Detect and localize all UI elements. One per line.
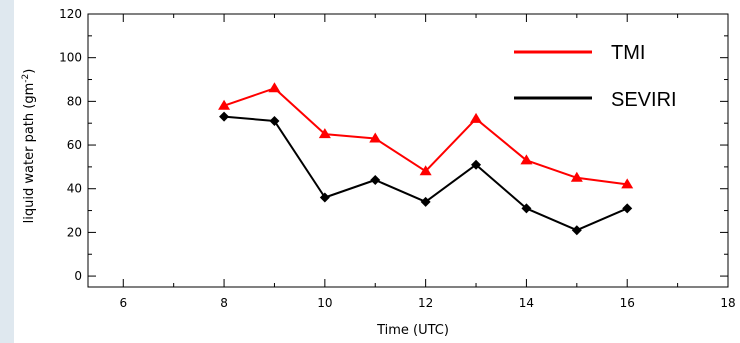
data-point-seviri [370, 174, 381, 185]
x-tick-label: 6 [119, 296, 127, 310]
y-tick-label: 20 [67, 225, 82, 239]
x-tick-label: 14 [519, 296, 534, 310]
data-point-seviri [420, 196, 431, 207]
x-tick-label: 10 [317, 296, 332, 310]
data-point-seviri [219, 111, 230, 122]
data-point-tmi [268, 82, 281, 93]
series-layer [218, 82, 634, 236]
data-point-seviri [269, 116, 280, 127]
data-point-tmi [318, 128, 331, 139]
y-axis-title-main: liquid water path (gm [22, 83, 37, 224]
data-point-tmi [520, 154, 533, 165]
x-tick-label: 8 [220, 296, 228, 310]
data-point-seviri [622, 203, 633, 214]
data-point-tmi [218, 99, 231, 110]
x-axis-ticks: 6 8 10 12 14 16 18 [119, 14, 736, 310]
x-axis-title: Time (UTC) [376, 323, 449, 338]
legend: TMI SEVIRI [514, 42, 677, 111]
legend-label-tmi: TMI [611, 42, 645, 64]
y-axis-title-exponent: -2 [21, 74, 31, 83]
data-point-seviri [521, 203, 532, 214]
y-axis-title: liquid water path (gm-2) [21, 69, 37, 224]
y-tick-label: 40 [67, 182, 82, 196]
y-tick-label: 0 [74, 269, 82, 283]
x-tick-label: 16 [620, 296, 635, 310]
data-point-tmi [570, 171, 583, 182]
legend-label-seviri: SEVIRI [611, 89, 677, 111]
data-point-seviri [319, 192, 330, 203]
data-point-tmi [621, 178, 634, 189]
y-axis-ticks: 0 20 40 60 80 100 120 [59, 7, 728, 283]
x-tick-label: 12 [418, 296, 433, 310]
data-point-tmi [369, 132, 382, 143]
plot-area-frame [87, 13, 729, 288]
data-point-seviri [471, 159, 482, 170]
data-point-tmi [419, 165, 432, 176]
left-border-strip [0, 0, 14, 343]
y-tick-label: 60 [67, 138, 82, 152]
x-tick-label: 18 [720, 296, 735, 310]
y-tick-label: 120 [59, 7, 82, 21]
y-tick-label: 100 [59, 51, 82, 65]
y-axis-title-close: ) [22, 69, 37, 74]
data-point-tmi [470, 112, 483, 123]
data-point-seviri [571, 225, 582, 236]
y-tick-label: 80 [67, 94, 82, 108]
